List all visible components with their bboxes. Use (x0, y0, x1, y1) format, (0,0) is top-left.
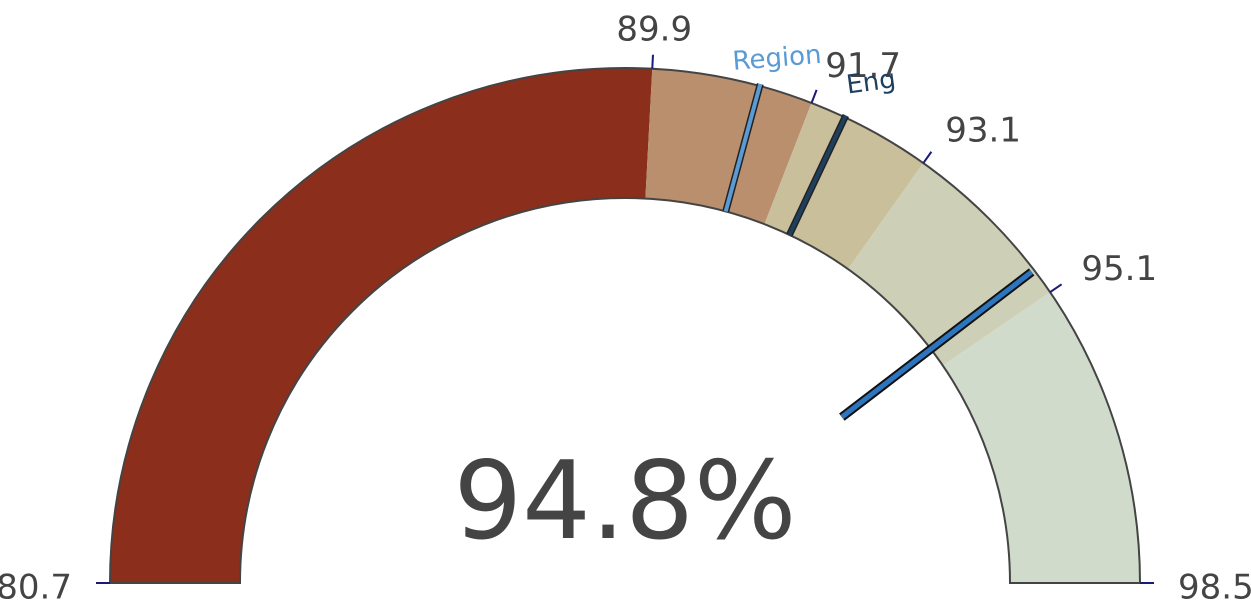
gauge-outline (108, 67, 1142, 584)
tick-mark (810, 89, 818, 104)
gauge-step (847, 163, 1051, 366)
gauge-value: 94.8% (453, 439, 796, 564)
tick-label: 95.1 (1081, 249, 1157, 289)
tick-label: 89.9 (616, 9, 692, 49)
tick-label: 80.7 (0, 568, 72, 608)
threshold-line (723, 83, 763, 212)
needle (840, 269, 1034, 420)
gauge-step (764, 102, 924, 270)
tick-mark (922, 151, 933, 164)
threshold-label: Region (731, 40, 822, 77)
gauge-step (645, 68, 812, 225)
threshold-line (787, 114, 848, 236)
tick-mark (651, 54, 654, 69)
threshold-label: Eng (845, 64, 898, 100)
tick-label: 98.5 (1178, 568, 1251, 608)
gauge-step (110, 67, 653, 583)
tick-label: 93.1 (945, 111, 1021, 151)
tick-mark (1049, 283, 1063, 294)
tick-label: 91.7 (825, 46, 901, 86)
